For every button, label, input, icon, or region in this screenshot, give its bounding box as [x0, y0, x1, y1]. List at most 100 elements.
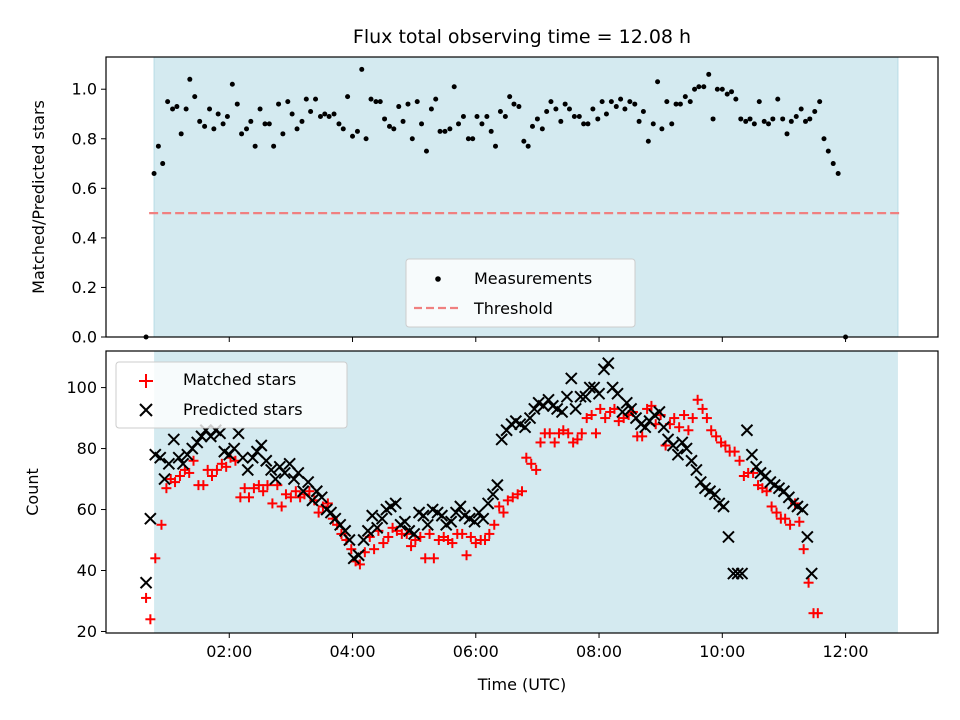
measurement-point [460, 113, 466, 119]
measurement-point [566, 106, 572, 112]
measurement-point [451, 84, 457, 90]
predicted-star-point [162, 457, 176, 471]
matched-star-point [586, 410, 597, 421]
matched-star-point [202, 464, 213, 475]
measurement-point [613, 104, 619, 110]
predicted-star-point [796, 503, 809, 516]
legend-predicted-label: Predicted stars [183, 400, 303, 419]
measurement-point [608, 99, 614, 105]
measurement-point [359, 66, 365, 72]
predicted-star-point [361, 524, 375, 538]
predicted-star-point [574, 390, 587, 403]
measurement-point [428, 106, 434, 112]
top-y-tick-label: 0.4 [72, 228, 97, 247]
measurement-point [160, 161, 166, 167]
matched-star-point [590, 428, 601, 439]
predicted-star-point [144, 512, 157, 525]
measurement-point [677, 101, 683, 107]
matched-star-point [646, 400, 657, 411]
matched-star-point [207, 470, 218, 481]
measurement-point [409, 136, 415, 142]
predicted-star-point [486, 488, 500, 501]
measurement-point [183, 106, 189, 112]
predicted-star-point [602, 356, 615, 370]
measurement-point [780, 116, 786, 122]
matched-star-point [457, 528, 468, 539]
measurement-point [400, 118, 406, 124]
measurement-point [280, 131, 286, 137]
measurement-point [521, 138, 527, 144]
bottom-y-tick-label: 100 [66, 378, 97, 397]
measurement-point [640, 109, 646, 115]
matched-star-point [679, 410, 690, 421]
measurement-point [511, 101, 517, 107]
measurement-point [488, 128, 494, 134]
measurement-point [326, 113, 332, 119]
measurement-point [719, 86, 725, 92]
predicted-star-point [685, 454, 698, 467]
matched-star-point [258, 486, 269, 497]
predicted-star-point [518, 421, 532, 434]
predicted-star-point [731, 567, 744, 580]
predicted-star-point [616, 405, 629, 419]
measurement-point [743, 118, 749, 124]
matched-star-point [521, 452, 532, 463]
measurement-point [405, 101, 411, 107]
bottom-y-tick-label: 20 [77, 622, 97, 641]
measurement-point [363, 136, 369, 142]
matched-star-point [276, 501, 287, 512]
matched-star-point [150, 553, 161, 564]
predicted-star-point [250, 445, 264, 458]
predicted-star-point [680, 442, 693, 455]
measurement-point [257, 106, 263, 112]
measurement-point [414, 99, 420, 105]
matched-star-point [563, 428, 574, 439]
x-axis-label: Time (UTC) [477, 675, 566, 694]
predicted-star-point [398, 515, 412, 528]
predicted-star-point [565, 372, 578, 385]
matched-star-point [576, 428, 587, 439]
measurement-point [581, 121, 587, 127]
bottom-y-ticks: 20 40 60 80 100 [66, 378, 106, 641]
bottom-y-tick-label: 60 [77, 500, 97, 519]
measurement-point [373, 99, 379, 105]
matched-star-point [420, 553, 431, 564]
matched-star-point [290, 486, 301, 497]
predicted-star-point [569, 402, 582, 416]
matched-star-point [669, 413, 680, 424]
measurement-point [211, 126, 217, 132]
measurement-point [650, 121, 656, 127]
matched-star-point [674, 422, 685, 433]
measurement-point [368, 96, 374, 102]
predicted-star-point [624, 402, 638, 416]
matched-star-point [156, 519, 167, 530]
matched-star-point [489, 519, 500, 530]
top-y-tick-label: 1.0 [72, 80, 97, 99]
measurement-point [192, 94, 198, 100]
measurement-point [788, 118, 794, 124]
x-tick-label: 10:00 [699, 642, 745, 661]
measurement-point [248, 118, 254, 124]
predicted-star-point [407, 527, 421, 541]
matched-star-point [531, 464, 542, 475]
predicted-star-point [454, 500, 467, 513]
measurement-point [423, 148, 429, 154]
predicted-star-point [176, 457, 190, 471]
predicted-star-point [592, 387, 606, 400]
matched-star-point [253, 480, 264, 491]
matched-star-point [803, 577, 814, 588]
predicted-star-point [264, 463, 278, 477]
matched-star-point [766, 501, 777, 512]
predicted-star-point [639, 421, 652, 434]
measurement-point [692, 86, 698, 92]
matched-star-point [734, 455, 745, 466]
bottom-count-points [139, 356, 823, 625]
measurement-point [313, 96, 319, 102]
matched-star-point [687, 413, 698, 424]
matched-star-point [267, 498, 278, 509]
predicted-star-point [375, 512, 389, 525]
measurement-point [701, 84, 707, 90]
matched-star-point [595, 403, 606, 414]
measurement-point [271, 143, 277, 149]
